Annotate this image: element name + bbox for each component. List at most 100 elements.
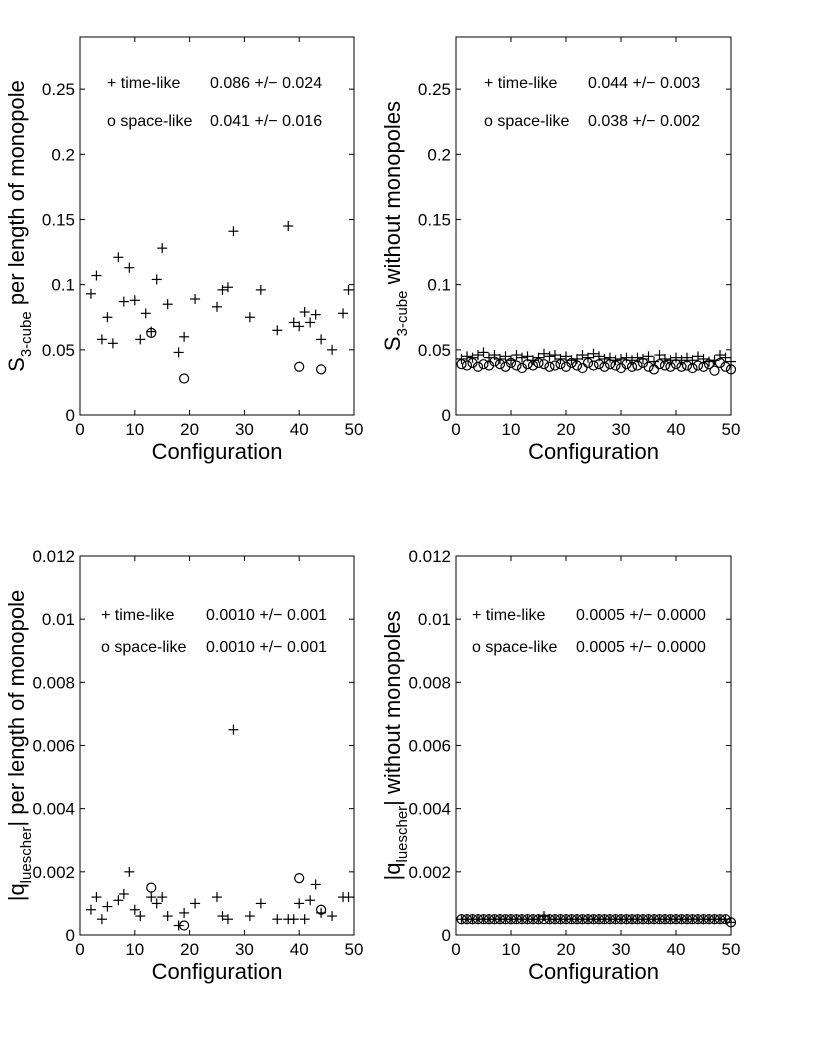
data-point-circle [632,360,643,371]
data-point-plus [310,879,321,890]
data-point-circle [604,359,616,370]
data-point-plus [124,866,135,877]
data-point-circle [527,360,539,371]
data-point-circle [681,914,693,925]
data-point-plus [533,352,544,363]
data-point-plus [190,898,201,909]
data-point-circle [687,914,698,925]
data-point-plus [720,352,731,363]
legend-entry-value: 0.0010 +/− 0.001 [206,639,327,656]
data-point-circle [599,361,610,372]
data-point-plus [96,334,107,345]
data-point-circle [654,914,665,925]
data-point-circle [610,914,621,925]
legend-entry-label: + time-like [101,607,174,624]
data-point-circle [489,914,500,925]
x-tick-label: 50 [722,940,741,959]
data-point-circle [511,360,522,371]
data-point-plus [255,898,266,909]
data-point-plus [621,352,632,363]
data-point-plus [190,293,201,304]
data-point-plus [140,308,151,319]
y-tick-label: 0 [442,926,451,945]
y-tick-label: 0.006 [32,737,75,756]
data-point-plus [343,892,354,903]
x-tick-label: 30 [235,940,254,959]
data-point-circle [522,359,533,370]
data-point-circle [621,359,632,370]
data-point-plus [222,282,233,293]
data-point-plus [583,352,593,363]
data-point-plus [135,911,146,922]
data-point-circle [709,914,720,925]
series-space-like [456,356,737,376]
data-point-circle [698,361,709,372]
data-point-circle [489,356,500,367]
data-point-circle [456,914,467,925]
data-point-circle [555,359,566,370]
data-point-plus [299,914,310,925]
data-point-circle [654,359,665,370]
data-point-plus [693,351,703,362]
legend-entry-label: o space-like [107,113,192,130]
panel-s3cube-monopole: 0 10 20 30 40 50 0 0.05 0.1 0.15 0.2 0.25 Configurat… [4,36,363,464]
data-point-circle [604,914,616,925]
x-tick-label: 40 [667,940,686,959]
data-point-circle [511,914,522,925]
data-point-plus [495,353,505,364]
data-point-plus [179,907,190,918]
y-tick-label: 0.006 [408,737,451,756]
data-point-circle [725,917,737,928]
data-point-circle [527,914,539,925]
y-axis-label: |qluescher| per length of monopole [4,590,35,902]
legend-entry-value: 0.041 +/− 0.016 [210,113,322,130]
x-tick-label: 40 [290,420,309,439]
y-axis-label-main: |q [4,883,29,901]
data-point-plus [588,348,599,359]
data-point-plus [511,350,522,361]
y-tick-label: 0.15 [418,210,451,229]
data-point-circle [714,914,726,925]
y-axis-label: S3-cube per length of monopole [4,80,35,372]
x-tick-label: 0 [75,940,84,959]
data-point-circle [643,914,654,925]
data-point-circle [670,914,682,925]
data-point-circle [615,914,627,925]
data-point-circle [316,364,327,375]
data-point-plus [305,317,316,328]
data-point-plus [478,347,489,358]
x-tick-label: 10 [125,420,144,439]
y-tick-label: 0.25 [418,80,451,99]
x-tick-label: 20 [180,420,199,439]
data-point-plus [85,904,96,915]
data-point-circle [522,914,533,925]
series-space-like [146,327,327,384]
data-point-circle [588,914,599,925]
data-point-plus [456,353,467,364]
data-point-circle [621,914,632,925]
data-point-plus [113,895,124,906]
data-point-plus [96,914,107,925]
data-point-circle [560,914,572,925]
data-point-circle [582,357,594,368]
y-tick-label: 0.002 [408,863,451,882]
data-point-circle [505,357,517,368]
plot-frame [455,36,732,416]
data-point-plus [473,350,483,361]
data-point-circle [670,359,682,370]
data-point-plus [305,895,316,906]
data-point-plus [179,331,190,342]
y-axis-label-main: S [380,336,405,351]
data-point-plus [489,350,500,361]
data-point-plus [283,221,294,231]
x-tick-label: 20 [180,940,199,959]
x-tick-label: 0 [75,420,84,439]
data-point-plus [102,312,113,323]
data-point-circle [577,362,588,374]
data-point-circle [461,360,473,371]
data-point-circle [698,914,709,925]
legend-entry-label: o space-like [472,639,557,656]
y-tick-label: 0 [66,406,75,425]
y-tick-label: 0.15 [42,210,75,229]
